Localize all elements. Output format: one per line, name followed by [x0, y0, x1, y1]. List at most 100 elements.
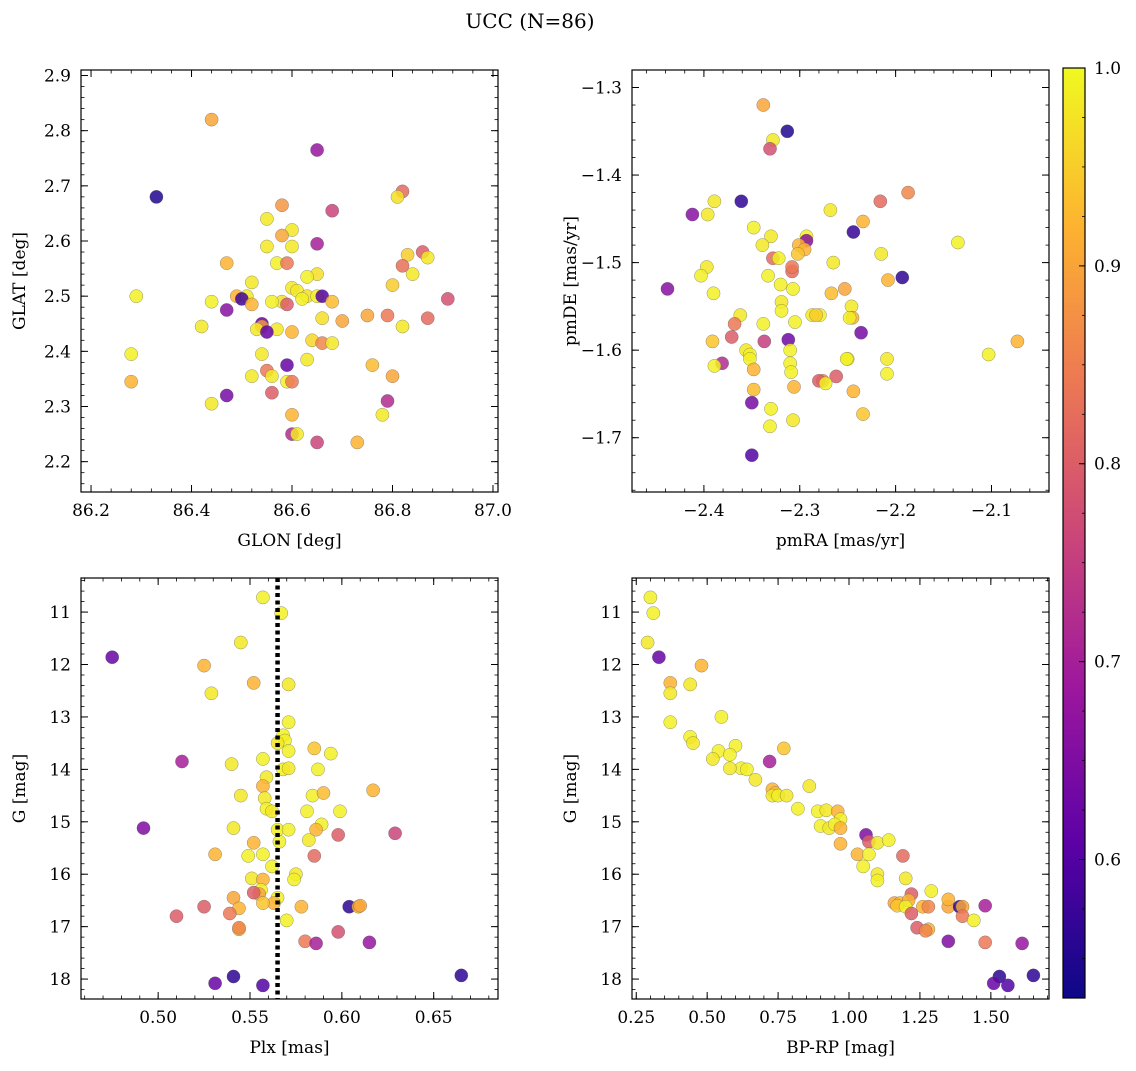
x-tick-label: 86.8 [374, 501, 412, 521]
x-tick-label: 0.60 [323, 1008, 361, 1028]
data-point [260, 325, 274, 339]
colorbar-gradient [1062, 67, 1086, 999]
data-point [175, 754, 189, 769]
plot-area [632, 578, 1049, 999]
data-point [824, 286, 839, 301]
data-point [222, 906, 237, 921]
data-point [395, 319, 410, 334]
data-point [285, 407, 299, 422]
y-tick-label: −1.7 [581, 429, 622, 449]
colorbar-tick-label: 0.7 [1094, 653, 1121, 673]
data-point [724, 330, 739, 344]
data-point [705, 334, 720, 349]
x-tick-label: 0.25 [617, 1008, 655, 1028]
data-point [226, 821, 241, 835]
x-tick-label: 1.25 [901, 1008, 939, 1028]
data-point [1026, 968, 1041, 983]
data-point [978, 898, 993, 913]
data-point [870, 873, 885, 888]
data-point [388, 826, 402, 841]
data-point [756, 317, 771, 331]
data-point [287, 872, 301, 887]
data-point [325, 294, 340, 309]
x-tick-label: 86.4 [173, 501, 211, 521]
y-tick-label: 2.2 [44, 453, 71, 473]
data-point [790, 247, 805, 261]
data-point [837, 282, 852, 296]
data-point [129, 289, 144, 304]
x-axis-label: BP-RP [mag] [786, 1038, 895, 1058]
data-point [281, 677, 296, 692]
data-point [870, 835, 885, 850]
data-point [300, 804, 314, 819]
x-tick-label: −2.1 [971, 501, 1012, 521]
data-point [335, 314, 350, 328]
y-tick-label: 18 [49, 970, 71, 990]
data-point [226, 969, 241, 984]
data-point [265, 369, 279, 384]
data-point [896, 849, 910, 863]
x-tick-label: 86.2 [72, 501, 110, 521]
x-axis-label: Plx [mas] [249, 1038, 329, 1058]
y-tick-label: 16 [49, 865, 71, 885]
data-point [880, 366, 894, 381]
data-point [244, 275, 259, 290]
axis-ticks: 0.50 0.55 0.60 0.65 11 12 13 14 15 16 17 18 [49, 578, 498, 1028]
data-point [375, 407, 390, 422]
data-point [787, 380, 801, 394]
data-point [744, 448, 759, 463]
data-point [219, 303, 234, 317]
data-point [233, 788, 248, 803]
data-point [856, 859, 871, 874]
data-point [260, 212, 274, 226]
x-axis-label: pmRA [mas/yr] [776, 531, 905, 551]
data-point [311, 762, 325, 777]
data-point [208, 976, 222, 991]
data-point [881, 273, 895, 287]
y-tick-label: 2.9 [44, 67, 71, 87]
data-point [316, 786, 331, 800]
y-tick-label: −1.3 [581, 79, 622, 99]
data-point [771, 251, 786, 266]
data-point [921, 899, 936, 914]
data-point [783, 343, 798, 358]
data-point [204, 396, 219, 411]
data-point [652, 650, 666, 665]
data-point [714, 710, 729, 724]
data-point [281, 822, 296, 837]
data-point [232, 920, 246, 935]
data-point [685, 207, 700, 222]
data-point [786, 282, 800, 296]
x-tick-label: −2.4 [683, 501, 724, 521]
data-point [279, 913, 294, 928]
data-point [694, 658, 709, 673]
scatter-points [105, 590, 469, 993]
colorbar: 0.6 0.7 0.8 0.9 1.0 [1062, 59, 1121, 999]
data-point [707, 359, 722, 373]
panel-glon-glat: 86.2 86.4 86.6 86.8 87.0 2.2 2.3 2.4 2.5 2.6 2.7 2.… [10, 67, 512, 551]
plot-area [632, 70, 1049, 492]
data-point [727, 317, 742, 331]
data-point [204, 294, 219, 309]
data-point [208, 847, 222, 862]
data-point [705, 752, 720, 766]
axis-ticks: 0.25 0.50 0.75 1.00 1.25 1.50 11 12 13 14 15 16 17 18 [600, 578, 1049, 1028]
data-point [281, 744, 296, 758]
data-point [255, 347, 269, 361]
data-point [362, 935, 377, 950]
data-point [640, 635, 655, 650]
data-point [350, 435, 365, 450]
data-point [246, 835, 261, 850]
data-point [776, 741, 791, 756]
y-axis-label: GLAT [deg] [10, 232, 30, 330]
panel-pmra-pmde: −2.4 −2.3 −2.2 −2.1 −1.7 −1.6 −1.5 −1.4 −1.3 pmRA… [561, 69, 1050, 551]
data-point [454, 968, 469, 983]
data-point [360, 308, 375, 323]
data-point [204, 686, 219, 701]
y-tick-label: 16 [600, 865, 622, 885]
data-point [746, 362, 761, 377]
data-point [325, 336, 340, 350]
data-point [300, 352, 314, 367]
data-point [764, 401, 778, 416]
